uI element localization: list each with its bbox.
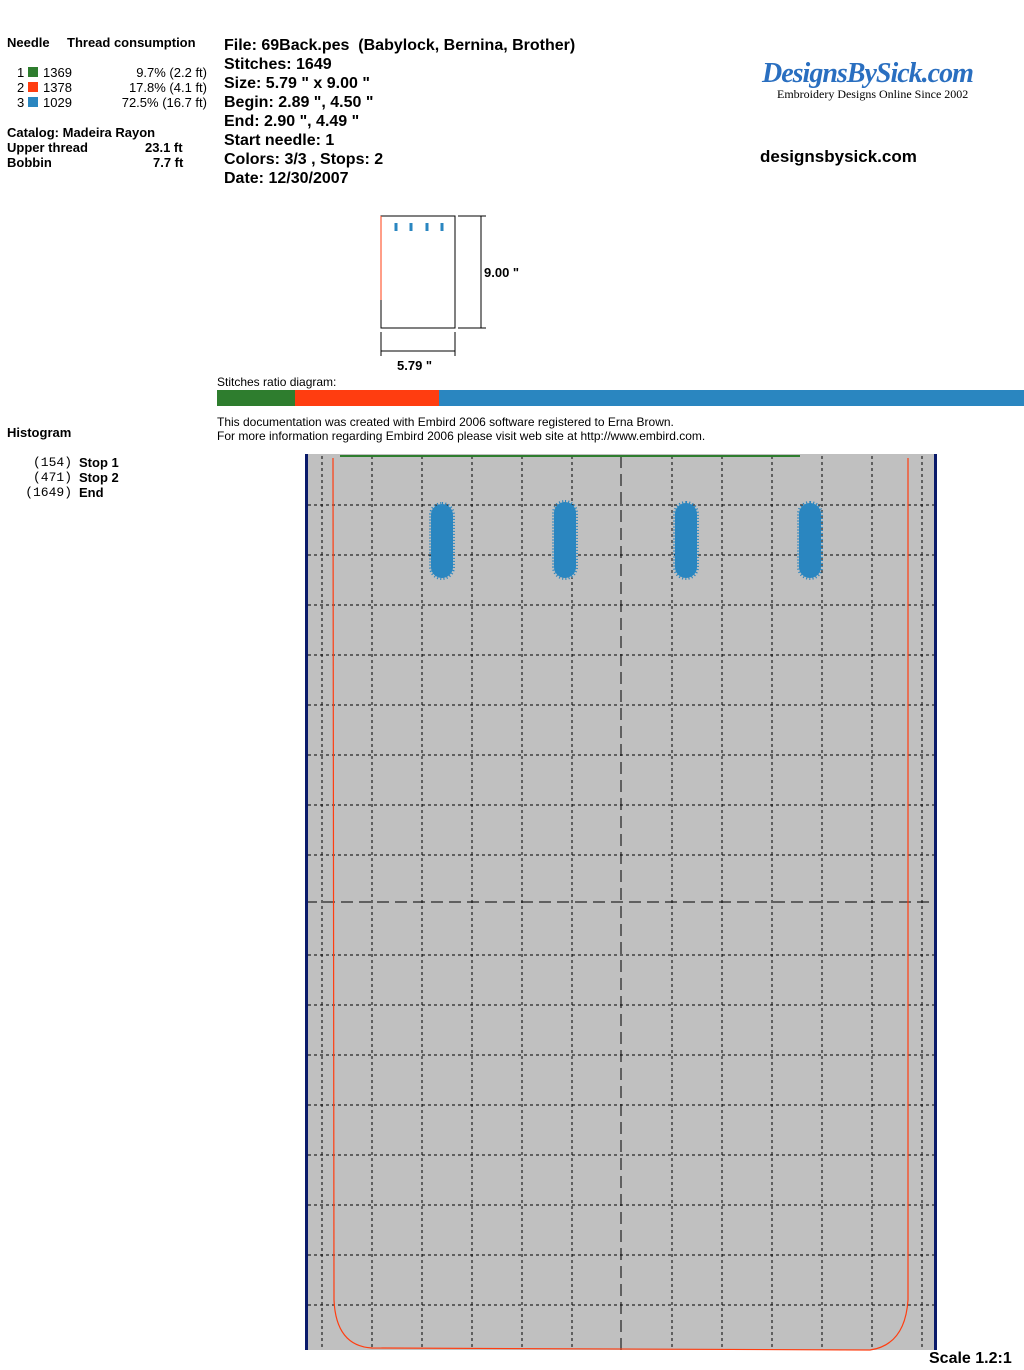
stop-count: (154) bbox=[32, 455, 72, 470]
stop-label: Stop 2 bbox=[79, 470, 119, 485]
ratio-bar bbox=[217, 390, 1024, 406]
bobbin-label: Bobbin bbox=[7, 155, 52, 170]
needle-swatch bbox=[28, 67, 38, 77]
stop-label: End bbox=[79, 485, 104, 500]
info-line: End: 2.90 ", 4.49 " bbox=[224, 113, 360, 130]
info-line: Begin: 2.89 ", 4.50 " bbox=[224, 94, 374, 111]
needle-consumption: 9.7% (2.2 ft) bbox=[136, 65, 207, 80]
width-label: 5.79 " bbox=[397, 358, 433, 373]
needle-number: 1 bbox=[17, 65, 25, 80]
bobbin-value: 7.7 ft bbox=[153, 155, 184, 170]
scale: Scale 1.2:1 bbox=[929, 1350, 1012, 1367]
thumbnail bbox=[380, 215, 486, 356]
needle-number: 2 bbox=[17, 80, 25, 95]
histogram-title: Histogram bbox=[7, 425, 72, 440]
needle-stitches: 1369 bbox=[43, 65, 72, 80]
ratio-segment bbox=[295, 390, 439, 406]
upper-label: Upper thread bbox=[7, 140, 88, 155]
buttonholes bbox=[429, 500, 823, 580]
ratio-segment bbox=[438, 390, 1024, 406]
logo-tagline: Embroidery Designs Online Since 2002 bbox=[777, 87, 969, 101]
info-line: Colors: 3/3 , Stops: 2 bbox=[224, 151, 384, 168]
info-line: Start needle: 1 bbox=[224, 132, 335, 149]
stop-count: (471) bbox=[32, 470, 72, 485]
hoop-edge bbox=[305, 454, 308, 1350]
note-line: This documentation was created with Embi… bbox=[217, 415, 674, 429]
ratio-label: Stitches ratio diagram: bbox=[217, 375, 337, 389]
ratio-segment bbox=[217, 390, 296, 406]
outline-stitch bbox=[332, 457, 909, 1351]
needle-swatch bbox=[28, 97, 38, 107]
info: File: 69Back.pes (Babylock, Bernina, Bro… bbox=[224, 36, 575, 188]
stop-label: Stop 1 bbox=[79, 455, 119, 470]
hoop-edge bbox=[934, 454, 937, 1350]
needle-header: Needle bbox=[7, 35, 50, 50]
website: designsbysick.com bbox=[760, 147, 917, 166]
info-line: File: 69Back.pes (Babylock, Bernina, Bro… bbox=[224, 37, 576, 54]
upper-value: 23.1 ft bbox=[145, 140, 183, 155]
needle-consumption: 17.8% (4.1 ft) bbox=[128, 80, 207, 95]
consumption-header: Thread consumption bbox=[67, 35, 196, 50]
info-line: Stitches: 1649 bbox=[224, 56, 332, 73]
info-line: Size: 5.79 " x 9.00 " bbox=[224, 75, 370, 92]
note-line: For more information regarding Embird 20… bbox=[217, 429, 706, 443]
needle-stitches: 1029 bbox=[43, 95, 72, 110]
height-label: 9.00 " bbox=[484, 265, 520, 280]
info-line: Date: 12/30/2007 bbox=[224, 170, 349, 187]
needle-consumption: 72.5% (16.7 ft) bbox=[121, 95, 207, 110]
logo: DesignsBySick.com bbox=[762, 58, 974, 89]
needle-stitches: 1378 bbox=[43, 80, 72, 95]
catalog: Catalog: Madeira Rayon bbox=[7, 125, 156, 140]
needle-swatch bbox=[28, 82, 38, 92]
needle-number: 3 bbox=[17, 95, 25, 110]
stop-count: (1649) bbox=[25, 485, 72, 500]
